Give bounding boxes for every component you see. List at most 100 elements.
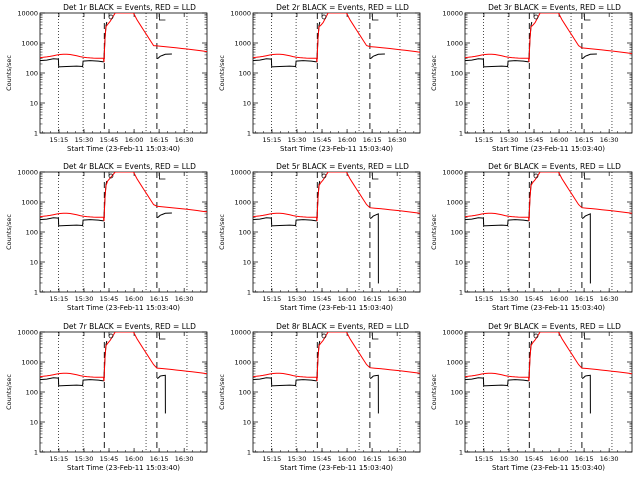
- plot-frame: [39, 171, 208, 293]
- x-tick-label: 15:15: [475, 455, 494, 463]
- x-tick-label: 15:30: [500, 136, 519, 144]
- events-curve-post: [369, 213, 379, 284]
- y-axis-label: Counts/sec: [218, 214, 226, 250]
- events-curve-pre: [253, 58, 317, 68]
- detector-panel-7: Det 7r BLACK = Events, RED = LLD Counts/s…: [5, 322, 208, 472]
- y-tick-label: 10: [30, 419, 38, 427]
- panel-title: Det 5r BLACK = Events, RED = LLD: [276, 162, 409, 171]
- panel-title: Det 8r BLACK = Events, RED = LLD: [276, 322, 409, 331]
- x-tick-label: 15:45: [525, 455, 544, 463]
- x-tick-label: 15:45: [525, 295, 544, 303]
- plot-frame: [252, 12, 421, 134]
- lld-curve: [40, 13, 207, 63]
- x-tick-label: 15:45: [313, 455, 332, 463]
- detector-panel-9: Det 9r BLACK = Events, RED = LLD Counts/s…: [430, 322, 633, 472]
- top-marker-step: [372, 333, 379, 340]
- plot-frame: [464, 171, 633, 293]
- y-tick-label: 10000: [230, 169, 251, 177]
- x-tick-label: 15:30: [288, 455, 307, 463]
- x-tick-label: 15:45: [525, 136, 544, 144]
- y-axis-label: Counts/sec: [5, 55, 13, 91]
- x-tick-label: 15:15: [263, 136, 282, 144]
- x-tick-label: 15:45: [100, 295, 119, 303]
- x-tick-label: 16:00: [338, 455, 357, 463]
- x-axis-label: Start Time (23-Feb-11 15:03:40): [492, 145, 605, 153]
- panel-title: Det 2r BLACK = Events, RED = LLD: [276, 3, 409, 12]
- plot-frame: [39, 331, 208, 453]
- detector-panel-6: Det 6r BLACK = Events, RED = LLD Counts/s…: [430, 162, 633, 312]
- x-tick-label: 16:00: [125, 136, 144, 144]
- events-curve-post: [581, 374, 591, 414]
- y-tick-label: 100: [239, 229, 251, 237]
- x-tick-label: 16:00: [550, 295, 569, 303]
- y-axis-label: Counts/sec: [218, 55, 226, 91]
- top-marker-circle: [533, 333, 539, 339]
- top-marker-step: [159, 14, 166, 21]
- x-tick-label: 16:30: [388, 455, 407, 463]
- y-tick-label: 1000: [446, 40, 463, 48]
- x-tick-label: 16:00: [550, 136, 569, 144]
- y-tick-label: 10000: [442, 329, 463, 337]
- plot-frame: [252, 171, 421, 293]
- x-tick-label: 15:45: [313, 136, 332, 144]
- top-marker-step: [584, 333, 591, 340]
- top-marker-step: [372, 173, 379, 180]
- events-curve-pre: [465, 217, 529, 227]
- events-curve-pre: [253, 377, 317, 387]
- y-tick-label: 10: [243, 259, 251, 267]
- y-tick-label: 1: [34, 289, 38, 297]
- panel-title: Det 3r BLACK = Events, RED = LLD: [488, 3, 621, 12]
- x-tick-label: 15:15: [475, 295, 494, 303]
- y-tick-label: 1: [247, 130, 251, 138]
- y-tick-label: 1: [247, 289, 251, 297]
- y-tick-label: 10000: [17, 329, 38, 337]
- y-tick-label: 1000: [21, 359, 38, 367]
- top-marker-circle: [321, 14, 327, 20]
- events-curve-post: [156, 374, 166, 414]
- y-tick-label: 1: [459, 289, 463, 297]
- y-tick-label: 1000: [446, 359, 463, 367]
- x-tick-label: 16:30: [175, 136, 194, 144]
- x-tick-label: 16:15: [150, 295, 169, 303]
- lld-curve: [253, 332, 420, 382]
- lld-curve: [40, 172, 207, 222]
- plot-frame: [252, 331, 421, 453]
- x-tick-label: 15:30: [75, 455, 94, 463]
- x-tick-label: 16:00: [338, 295, 357, 303]
- x-axis-label: Start Time (23-Feb-11 15:03:40): [67, 145, 180, 153]
- y-tick-label: 10000: [442, 10, 463, 18]
- top-marker-circle: [533, 173, 539, 179]
- x-tick-label: 16:15: [575, 136, 594, 144]
- y-axis-label: Counts/sec: [5, 374, 13, 410]
- events-curve-post: [581, 53, 597, 60]
- x-tick-label: 15:30: [75, 136, 94, 144]
- y-tick-label: 10: [243, 419, 251, 427]
- x-tick-label: 16:15: [575, 455, 594, 463]
- x-tick-label: 16:15: [363, 455, 382, 463]
- y-tick-label: 1000: [234, 359, 251, 367]
- top-marker-step: [584, 14, 591, 21]
- y-tick-label: 100: [26, 70, 38, 78]
- events-curve-pre: [40, 377, 104, 387]
- panel-title: Det 7r BLACK = Events, RED = LLD: [63, 322, 196, 331]
- y-tick-label: 1: [247, 449, 251, 457]
- y-axis-label: Counts/sec: [430, 214, 438, 250]
- lld-curve: [253, 13, 420, 63]
- y-tick-label: 100: [26, 229, 38, 237]
- x-tick-label: 16:00: [125, 455, 144, 463]
- x-tick-label: 15:45: [313, 295, 332, 303]
- y-tick-label: 1: [34, 449, 38, 457]
- lld-curve: [40, 332, 207, 382]
- y-tick-label: 10000: [17, 10, 38, 18]
- x-axis-label: Start Time (23-Feb-11 15:03:40): [492, 464, 605, 472]
- detector-panel-4: Det 4r BLACK = Events, RED = LLD Counts/s…: [5, 162, 208, 312]
- x-tick-label: 16:15: [150, 136, 169, 144]
- x-tick-label: 15:15: [50, 455, 69, 463]
- y-tick-label: 1: [459, 449, 463, 457]
- x-tick-label: 16:30: [600, 455, 619, 463]
- top-marker-step: [372, 14, 379, 21]
- y-tick-label: 100: [451, 70, 463, 78]
- x-axis-label: Start Time (23-Feb-11 15:03:40): [67, 464, 180, 472]
- events-curve-post: [156, 53, 172, 60]
- x-axis-label: Start Time (23-Feb-11 15:03:40): [492, 304, 605, 312]
